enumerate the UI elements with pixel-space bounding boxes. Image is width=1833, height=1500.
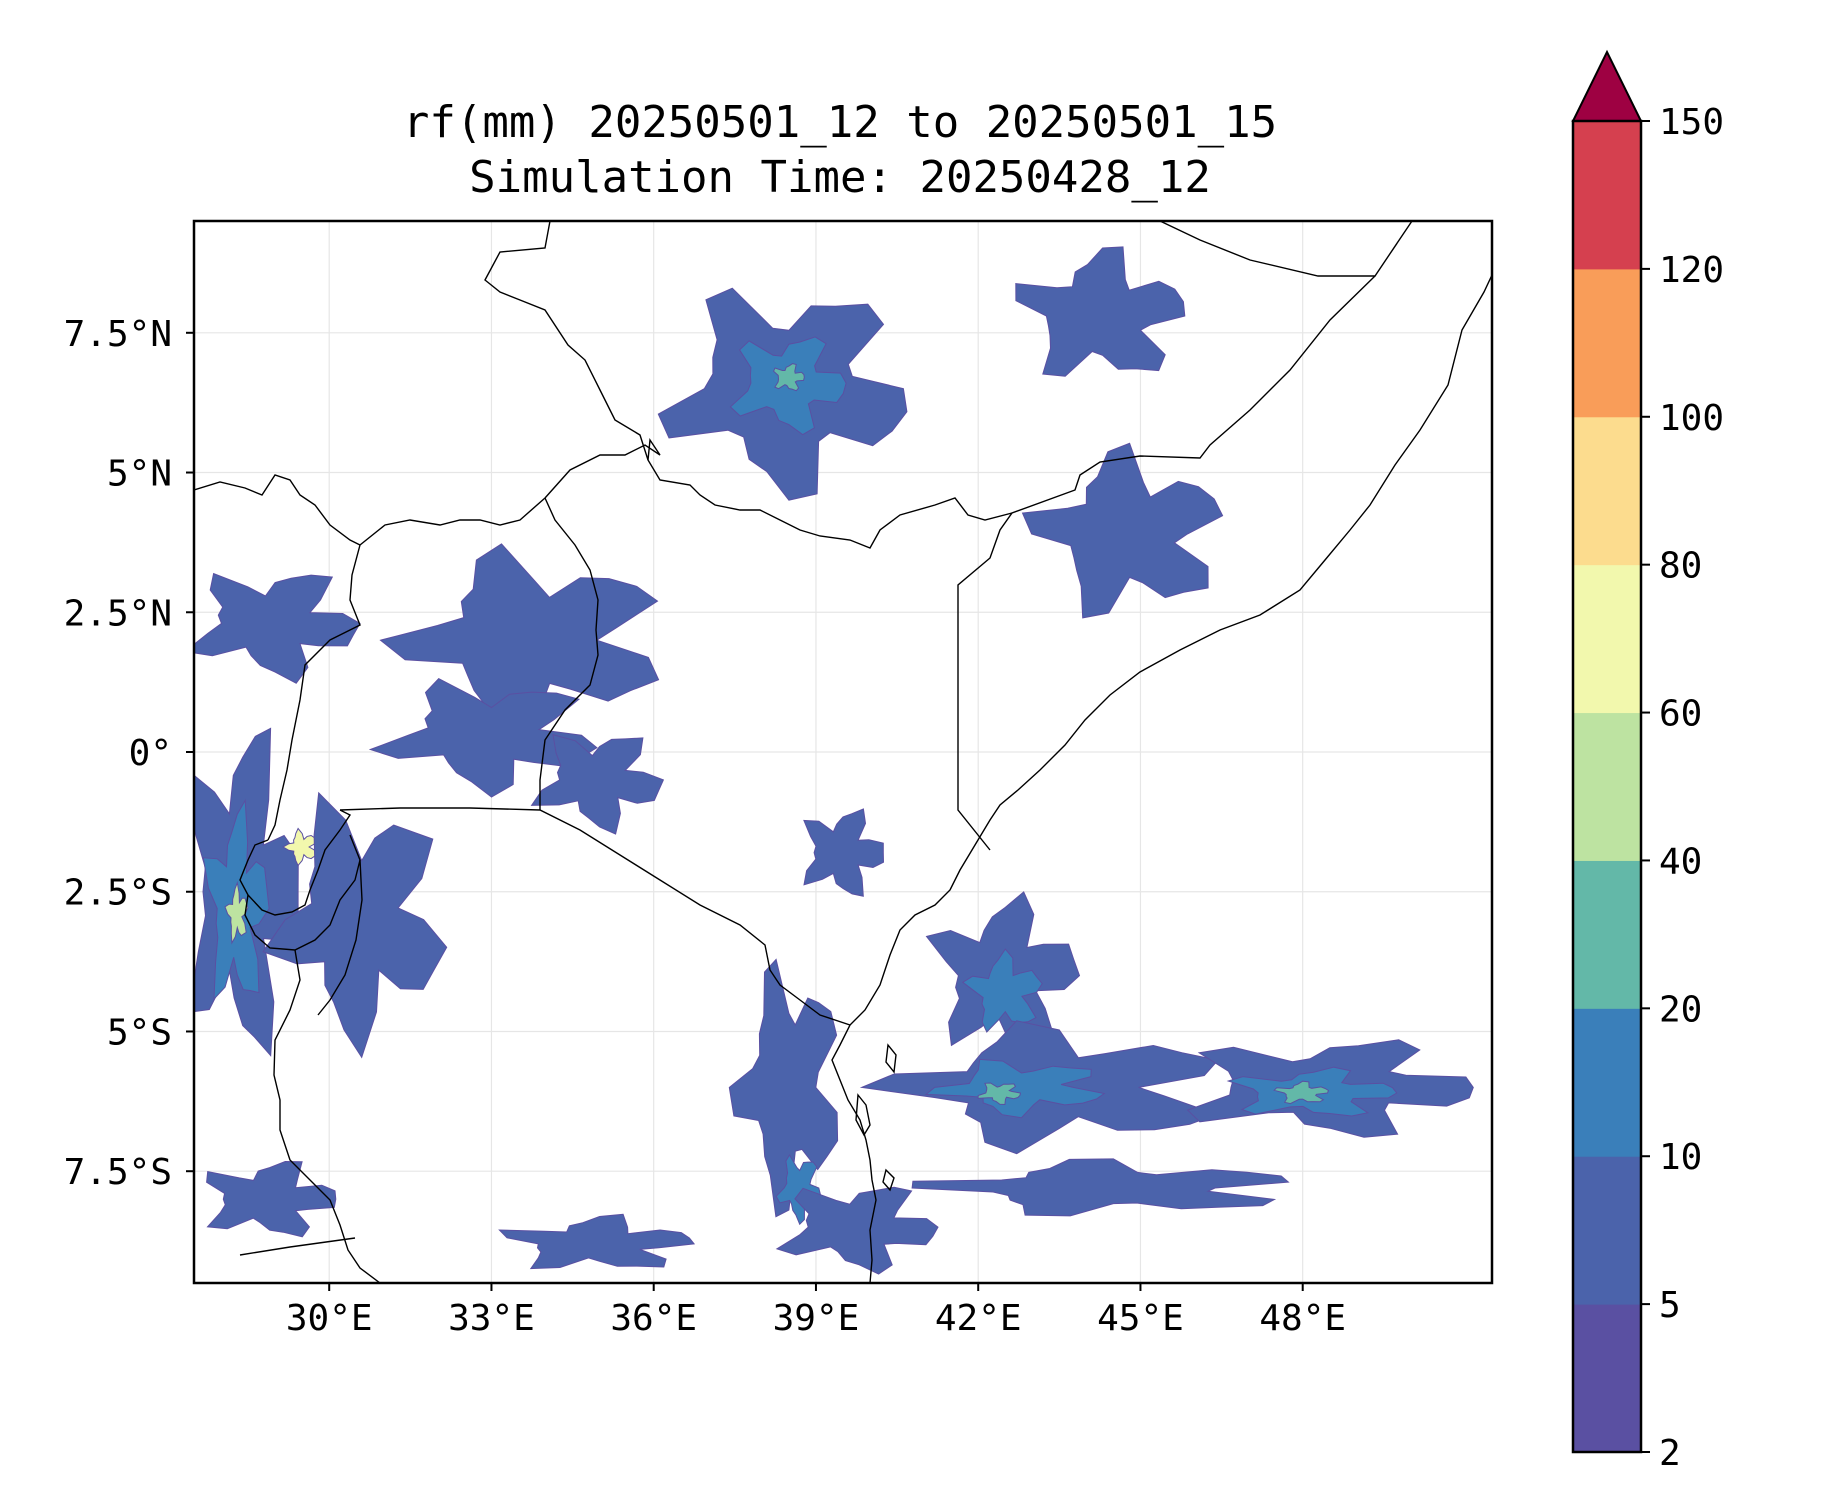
rain-area-4: [1021, 442, 1224, 619]
border-ethiopia-somalia: [957, 275, 1376, 851]
rain-area-13: [530, 734, 665, 835]
colorbar-block-0: [1573, 1304, 1641, 1453]
rain-area-24: [728, 958, 839, 1218]
colorbar-tick-label-2: 10: [1659, 1137, 1702, 1178]
lon-tick-label-6: 48°E: [1259, 1298, 1346, 1339]
colorbar-blocks: [1573, 121, 1641, 1453]
colorbar-block-2: [1573, 1008, 1641, 1157]
colorbar-tick-label-5: 60: [1659, 694, 1702, 735]
rain-area-19: [977, 1082, 1021, 1106]
rain-area-11: [282, 827, 318, 867]
lat-tick-label-6: 7.5°S: [64, 1152, 172, 1193]
colorbar-tick-label-0: 2: [1659, 1433, 1681, 1474]
colorbar-ticks: 2 5 10 20 40 60 80 100 120 150: [1641, 102, 1724, 1474]
map-panel: 30°E 33°E 36°E 39°E 42°E 45°E 48°E 7.5°N 5°N 2.5…: [64, 219, 1494, 1339]
coastlines-and-borders: [194, 221, 1492, 1283]
colorbar-block-3: [1573, 860, 1641, 1009]
longitude-ticks: 30°E 33°E 36°E 39°E 42°E 45°E 48°E: [286, 1283, 1346, 1339]
rain-area-10: [224, 880, 249, 945]
border-north: [1159, 221, 1413, 277]
latitude-ticks: 7.5°N 5°N 2.5°N 0° 2.5°S 5°S 7.5°S: [64, 314, 194, 1193]
lon-tick-label-2: 36°E: [610, 1298, 697, 1339]
map-title: rf(mm) 20250501_12 to 20250501_15: [403, 97, 1277, 148]
colorbar-tick-label-6: 80: [1659, 546, 1702, 587]
colorbar-tick-label-3: 20: [1659, 989, 1702, 1030]
lat-tick-label-2: 2.5°N: [64, 593, 172, 634]
border-burundi: [244, 834, 361, 951]
colorbar-tick-label-1: 5: [1659, 1285, 1681, 1326]
border-rwanda-burundi: [239, 809, 352, 916]
rain-area-2: [772, 363, 805, 392]
lon-tick-label-0: 30°E: [286, 1298, 373, 1339]
lat-tick-label-5: 5°S: [107, 1012, 172, 1053]
lon-tick-label-1: 33°E: [448, 1298, 535, 1339]
colorbar-tick-label-8: 120: [1659, 250, 1724, 291]
border-lake-tanganyika: [317, 859, 363, 1016]
rain-area-6: [368, 677, 598, 798]
colorbar-block-8: [1573, 121, 1641, 270]
colorbar-extend-arrow: [1571, 49, 1643, 122]
rain-area-3: [1015, 246, 1186, 377]
lon-tick-label-3: 39°E: [773, 1298, 860, 1339]
rain-area-14: [803, 808, 885, 897]
rain-area-12: [262, 791, 448, 1059]
zanzibar-island: [855, 1093, 871, 1137]
border-kenya-north: [544, 437, 661, 499]
rain-area-18: [924, 1058, 1106, 1119]
colorbar-block-7: [1573, 268, 1641, 418]
lat-tick-label-1: 5°N: [107, 454, 172, 495]
colorbar-block-1: [1573, 1156, 1641, 1305]
border-uganda-kenya: [539, 497, 599, 810]
border-drc-north: [194, 474, 361, 546]
colorbar-tick-label-9: 150: [1659, 102, 1724, 143]
colorbar-block-6: [1573, 416, 1641, 566]
lat-tick-label-3: 0°: [129, 733, 172, 774]
gridlines: [194, 221, 1492, 1283]
lon-tick-label-4: 42°E: [935, 1298, 1022, 1339]
rain-area-28: [498, 1213, 696, 1270]
map-subtitle: Simulation Time: 20250428_12: [469, 152, 1211, 203]
border-southsudan-ethiopia: [484, 221, 1013, 549]
colorbar-block-5: [1573, 564, 1641, 714]
colorbar-tick-label-4: 40: [1659, 841, 1702, 882]
rain-area-22: [1273, 1080, 1330, 1105]
rain-area-23: [911, 1158, 1290, 1217]
lat-tick-label-4: 2.5°S: [64, 873, 172, 914]
rain-area-26: [775, 1186, 939, 1275]
rain-area-7: [194, 572, 361, 684]
colorbar: 2 5 10 20 40 60 80 100 120 150: [1571, 49, 1724, 1474]
colorbar-block-4: [1573, 712, 1641, 861]
border-lake-victoria: [339, 807, 851, 1026]
pemba-island: [885, 1043, 897, 1074]
lat-tick-label-0: 7.5°N: [64, 314, 172, 355]
coastline-east-africa: [831, 274, 1492, 1283]
border-zambia: [239, 1237, 356, 1256]
lon-tick-label-5: 45°E: [1097, 1298, 1184, 1339]
border-uganda-drc: [267, 497, 546, 841]
rain-area-5: [379, 543, 660, 738]
mafia-island: [882, 1168, 895, 1192]
colorbar-tick-label-7: 100: [1659, 398, 1724, 439]
rain-area-27: [206, 1160, 337, 1238]
border-tanzania-west: [273, 949, 381, 1283]
colorbar-frame: [1571, 119, 1643, 1454]
